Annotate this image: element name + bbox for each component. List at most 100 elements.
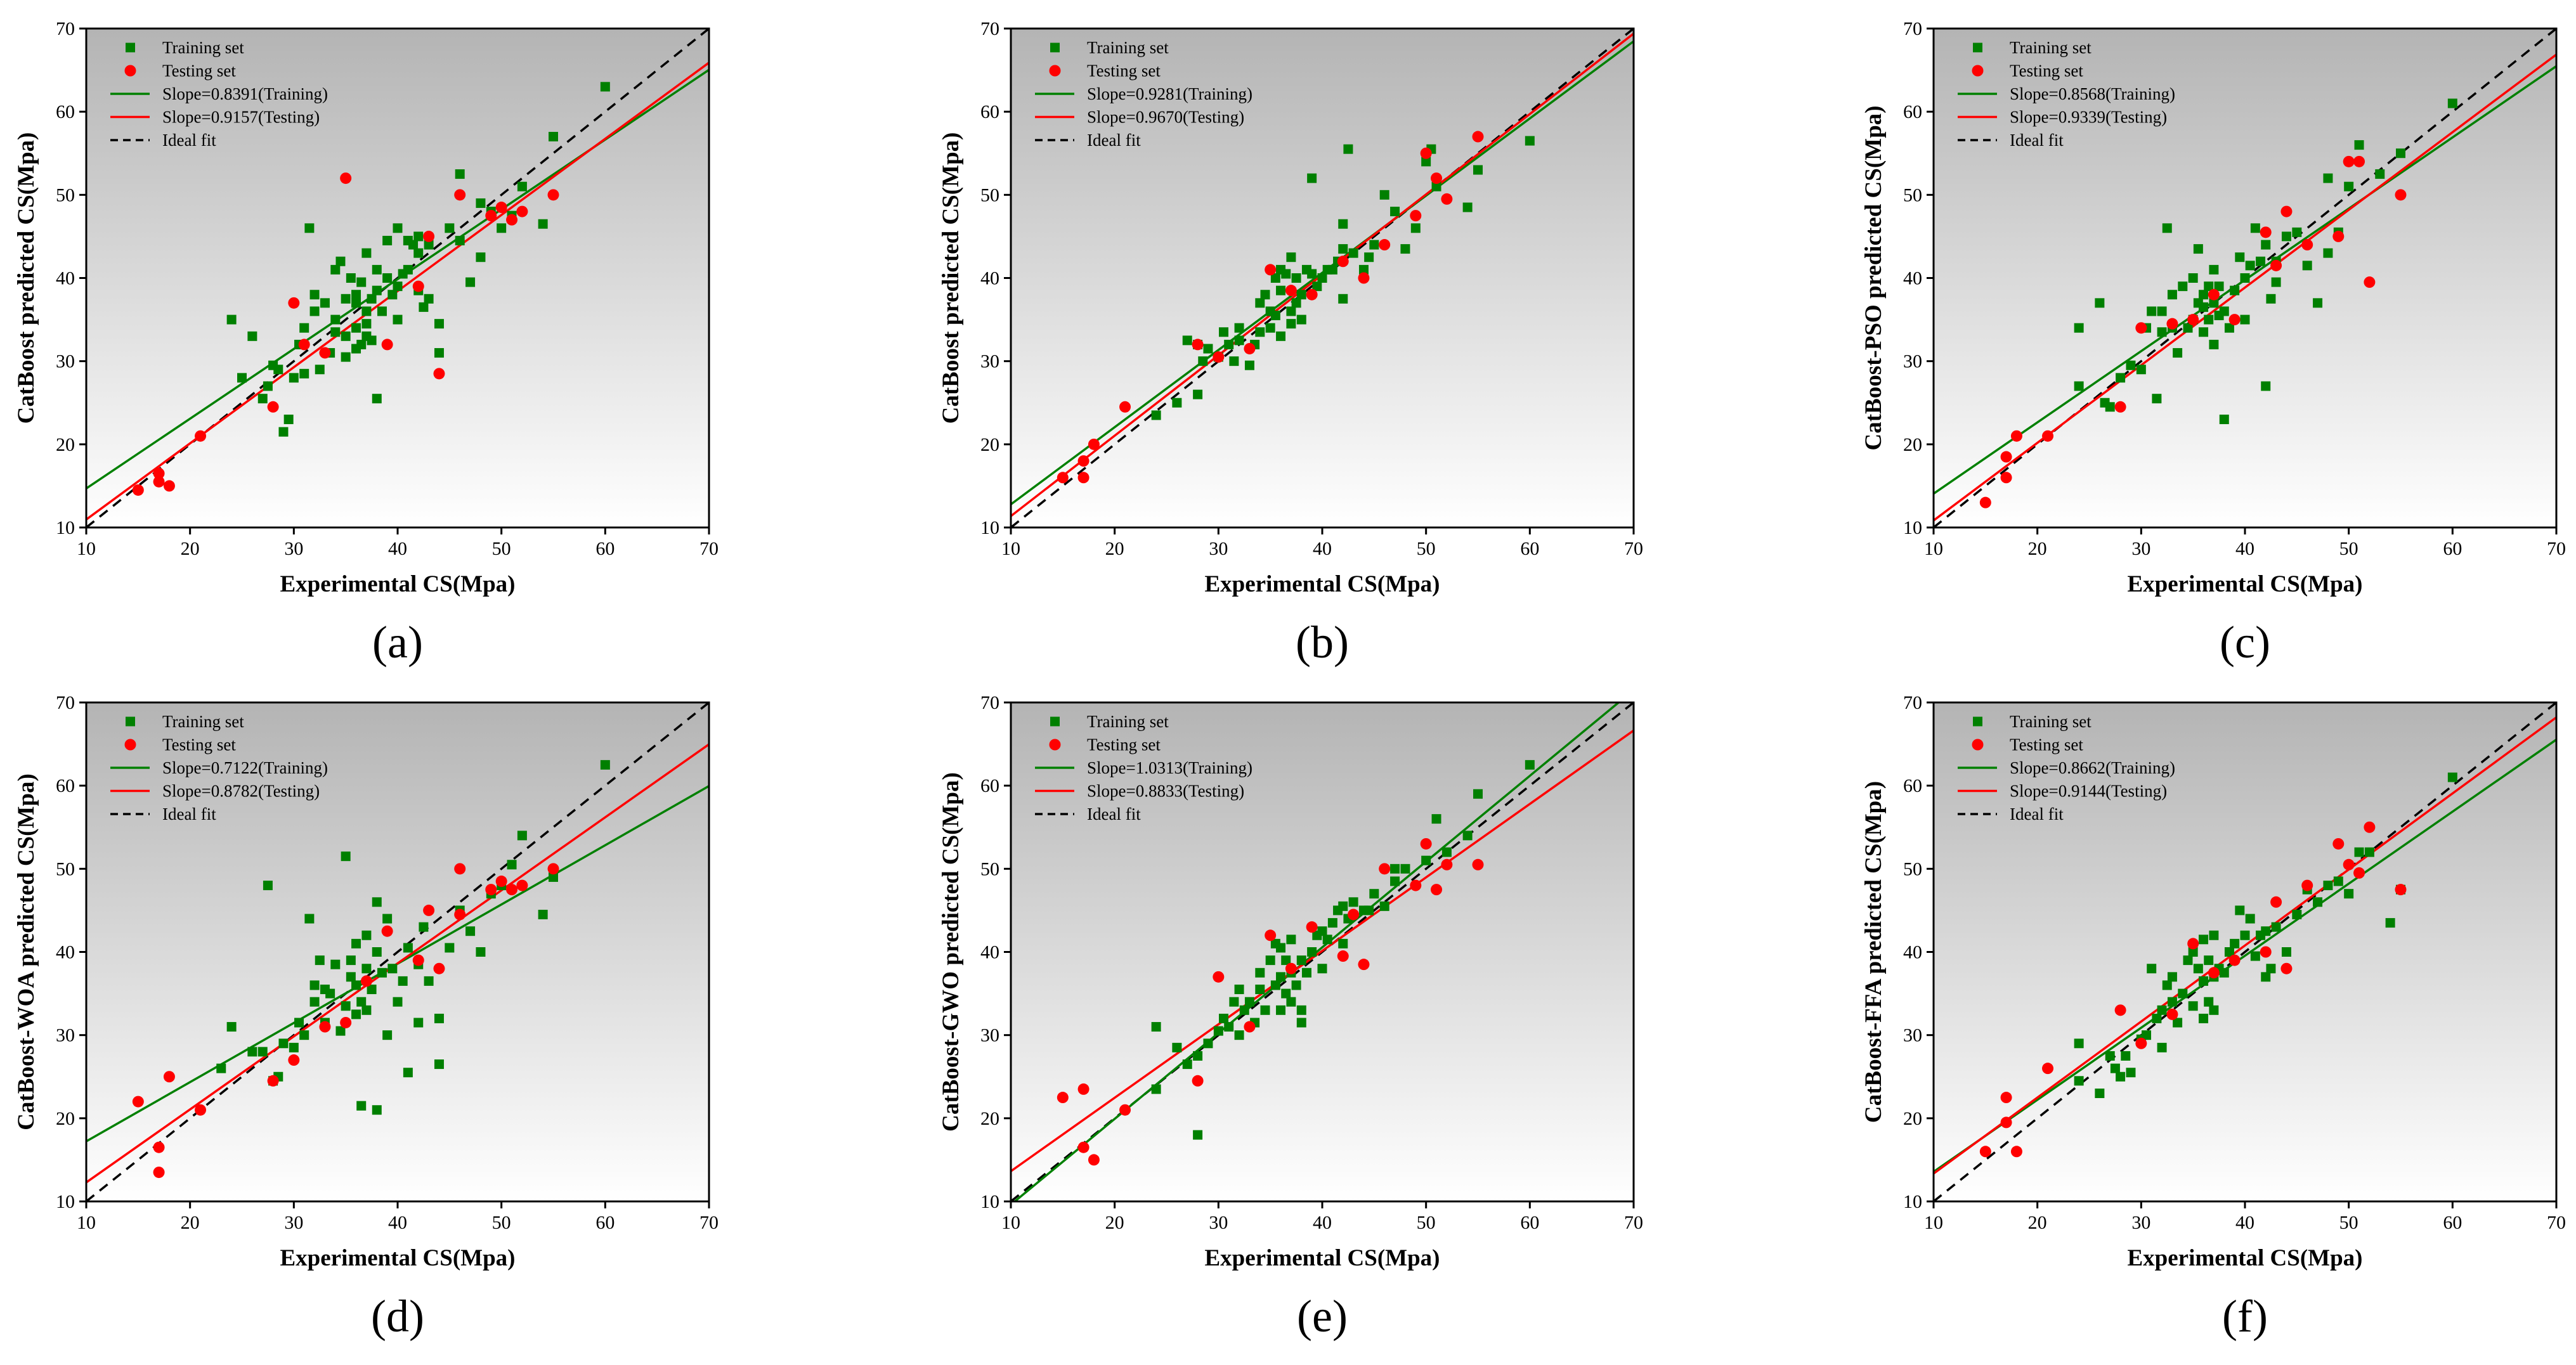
testing-fit-line	[1934, 53, 2556, 522]
chart-panel-d: 10 20 30 40 50 60 70 10 20 30 40 50 60 70 Experimental…	[13, 692, 719, 1342]
testing-point	[1244, 1021, 1256, 1033]
y-tick-label: 60	[1903, 775, 1922, 796]
training-point	[2333, 876, 2343, 886]
training-point	[1255, 327, 1265, 337]
training-point	[393, 281, 403, 292]
x-tick-label: 70	[1624, 538, 1643, 559]
training-point	[2245, 914, 2255, 924]
legend-label: Slope=0.9144(Testing)	[2010, 782, 2167, 801]
training-point	[1270, 980, 1280, 990]
training-point	[2204, 997, 2214, 1007]
training-point	[1369, 889, 1379, 899]
training-point	[2214, 281, 2224, 292]
training-point	[2178, 281, 2188, 292]
training-point	[1421, 157, 1431, 167]
testing-point	[2166, 1008, 2178, 1020]
training-point	[2074, 381, 2084, 391]
training-point	[2204, 955, 2214, 966]
training-point	[2447, 772, 2457, 782]
training-point	[1296, 290, 1306, 300]
legend-label: Slope=0.8568(Training)	[2010, 84, 2175, 103]
testing-point	[267, 401, 279, 413]
y-tick-label: 70	[980, 18, 999, 39]
training-point	[2256, 256, 2266, 266]
training-point	[419, 302, 429, 312]
testing-point	[1077, 1083, 1090, 1095]
training-point	[1327, 918, 1337, 928]
training-point	[356, 997, 367, 1007]
testing-point	[2010, 430, 2022, 442]
testing-points	[1979, 155, 2407, 508]
training-fit-line	[1934, 739, 2556, 1173]
legend-label: Testing set	[1087, 61, 1161, 81]
training-point	[2323, 248, 2333, 258]
training-point	[1281, 988, 1291, 999]
testing-point	[2280, 205, 2293, 217]
training-point	[2261, 926, 2271, 936]
testing-point	[495, 876, 507, 888]
training-point	[335, 256, 346, 266]
training-point	[455, 169, 465, 179]
x-tick-label: 30	[284, 1212, 303, 1233]
training-point	[434, 1059, 444, 1070]
training-point	[1255, 298, 1265, 308]
green-square-icon	[1050, 716, 1060, 727]
y-tick-label: 30	[56, 351, 75, 372]
testing-point	[2364, 276, 2376, 288]
testing-point	[319, 1021, 331, 1033]
training-point	[257, 1047, 268, 1057]
testing-point	[2000, 451, 2012, 463]
x-tick-label: 50	[1417, 538, 1436, 559]
testing-point	[485, 210, 497, 222]
legend-label: Slope=0.8662(Training)	[2010, 758, 2175, 777]
legend-label: Slope=0.9281(Training)	[1087, 84, 1252, 103]
training-point	[1281, 269, 1291, 279]
testing-point	[2364, 821, 2376, 833]
training-point	[465, 277, 476, 287]
training-point	[1431, 181, 1441, 191]
legend-label: Training set	[1087, 38, 1169, 57]
training-point	[393, 997, 403, 1007]
testing-point	[267, 1075, 279, 1087]
testing-point	[495, 202, 507, 214]
testing-point	[1285, 285, 1297, 297]
training-point	[315, 365, 325, 375]
testing-point	[163, 480, 175, 492]
testing-point	[412, 954, 424, 966]
x-tick-label: 40	[388, 538, 407, 559]
training-point	[361, 248, 372, 258]
training-point	[1276, 972, 1286, 982]
training-point	[445, 223, 455, 233]
training-point	[2219, 306, 2229, 316]
testing-point	[1244, 342, 1256, 354]
training-point	[351, 290, 361, 300]
testing-point	[2114, 1004, 2126, 1016]
training-point	[2344, 889, 2354, 899]
training-point	[330, 264, 341, 275]
training-point	[1338, 294, 1348, 304]
x-tick-label: 70	[2547, 1212, 2566, 1233]
training-point	[2281, 231, 2291, 242]
training-point	[538, 909, 548, 919]
training-point	[465, 926, 476, 936]
testing-point	[506, 884, 518, 896]
training-point	[2173, 348, 2183, 358]
training-point	[2188, 947, 2198, 957]
y-axis-label: CatBoost-GWO predicted CS(Mpa)	[938, 772, 964, 1132]
y-tick-label: 20	[1903, 1108, 1922, 1129]
training-point	[538, 219, 548, 229]
training-point	[1151, 410, 1161, 420]
testing-point	[381, 339, 393, 351]
training-point	[1234, 1030, 1244, 1040]
training-point	[1255, 967, 1265, 978]
testing-point	[1379, 863, 1391, 875]
training-point	[2204, 281, 2214, 292]
testing-point	[195, 430, 207, 442]
training-point	[351, 938, 361, 948]
y-tick-label: 50	[1903, 858, 1922, 879]
chart-panel-b: 10 20 30 40 50 60 70 10 20 30 40 50 60 70 Experimental…	[938, 18, 1643, 668]
training-point	[445, 943, 455, 953]
training-fit-line	[1013, 702, 1621, 1201]
training-point	[361, 319, 372, 329]
testing-point	[132, 484, 144, 496]
